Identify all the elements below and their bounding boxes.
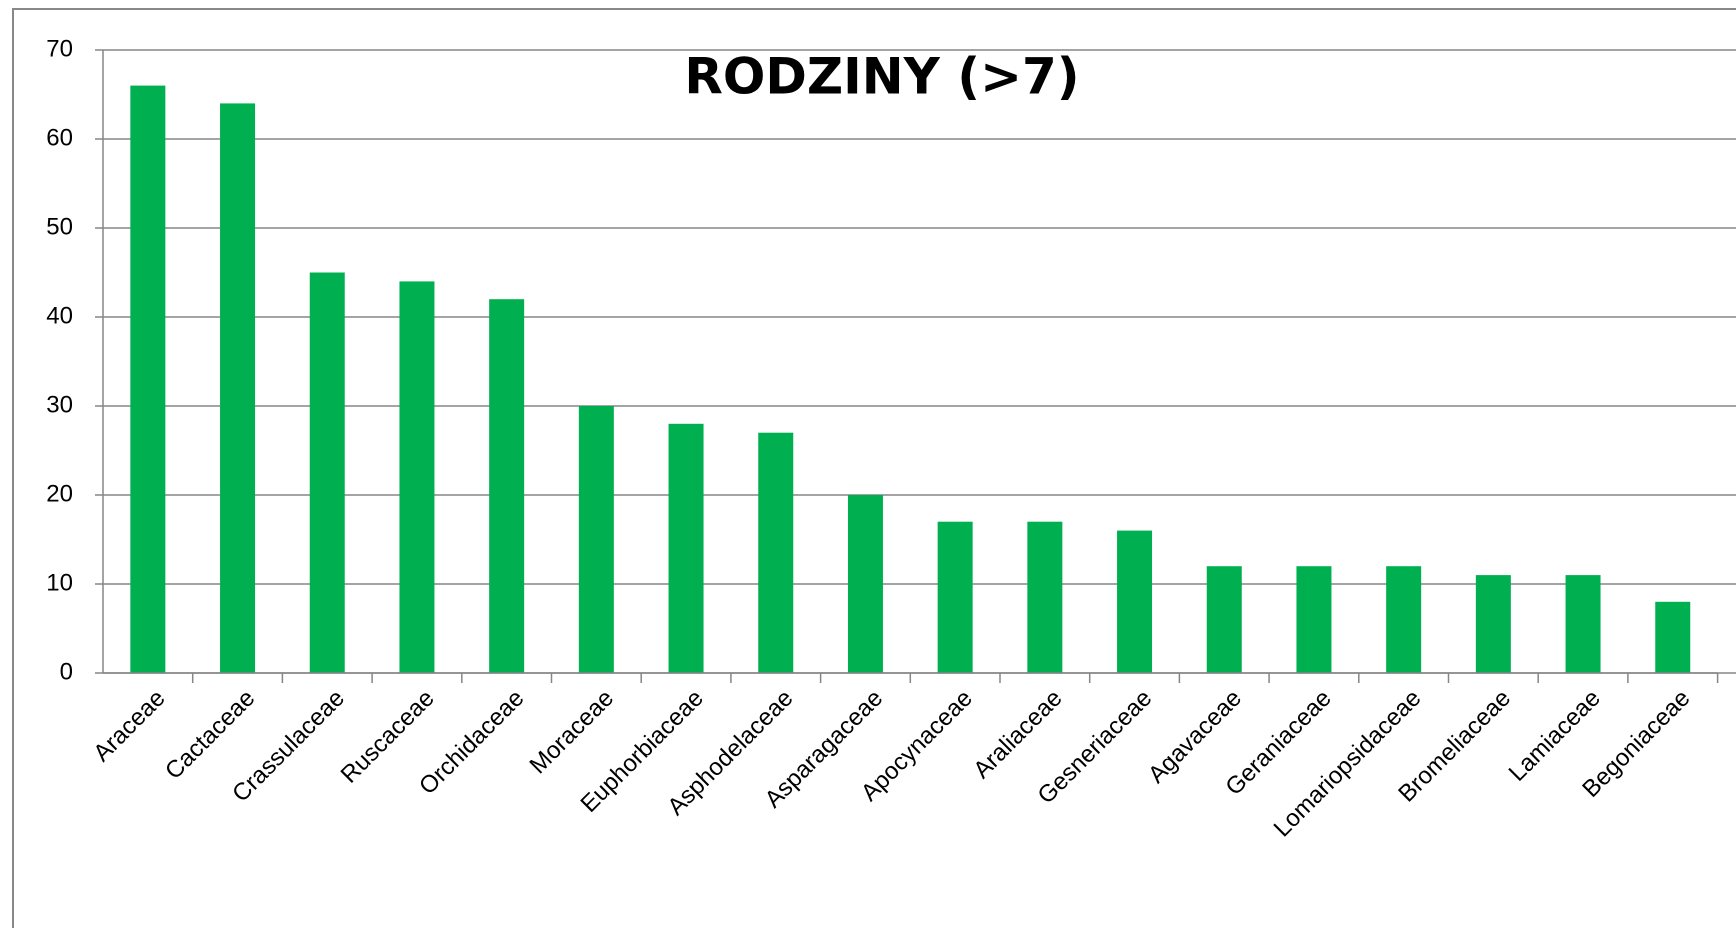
bar xyxy=(1475,575,1511,673)
bar xyxy=(668,423,704,673)
y-tick-label: 70 xyxy=(46,35,73,62)
x-tick-label: Lomariopsidaceae xyxy=(1269,685,1427,843)
bar xyxy=(578,406,614,673)
x-tick-label: Araceae xyxy=(88,685,170,767)
chart-title: RODZINY (>7) xyxy=(684,48,1079,106)
y-tick-label: 10 xyxy=(46,569,73,596)
bar xyxy=(220,103,256,673)
y-tick-label: 40 xyxy=(46,302,73,329)
bar xyxy=(399,281,435,673)
bar xyxy=(1117,530,1153,673)
chart-frame xyxy=(12,8,1736,928)
bar xyxy=(489,299,525,673)
y-tick-label: 60 xyxy=(46,124,73,151)
bar xyxy=(758,432,794,673)
y-tick-label: 50 xyxy=(46,213,73,240)
y-tick-label: 0 xyxy=(60,658,73,685)
bar xyxy=(1386,566,1422,673)
bar xyxy=(847,495,883,673)
bar xyxy=(1655,601,1691,673)
x-tick-label: Moraceae xyxy=(525,685,620,780)
bar xyxy=(130,85,166,674)
bar xyxy=(1027,521,1063,673)
bar xyxy=(1206,566,1242,673)
bar xyxy=(1296,566,1332,673)
bar xyxy=(1565,575,1601,673)
bar xyxy=(937,521,973,673)
y-tick-label: 30 xyxy=(46,391,73,418)
bar xyxy=(309,272,345,673)
y-tick-label: 20 xyxy=(46,480,73,507)
